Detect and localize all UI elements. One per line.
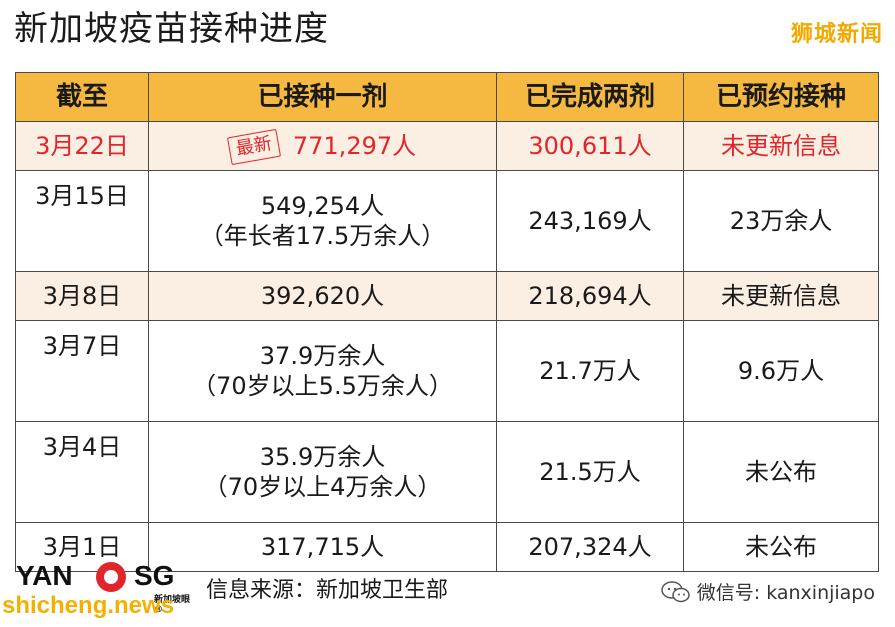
cell-two-doses: 21.7万人 xyxy=(496,320,684,422)
cell-booked: 未公布 xyxy=(683,421,879,523)
cell-first-dose-value: 317,715人 xyxy=(260,533,385,561)
latest-stamp: 最新 xyxy=(226,128,281,166)
cell-two-doses: 300,611人 xyxy=(496,121,684,171)
cell-first-dose-value: 549,254人 xyxy=(260,192,385,220)
eye-icon xyxy=(96,562,126,592)
header-two-doses: 已完成两剂 xyxy=(496,72,684,122)
cell-first-dose: 392,620人 xyxy=(148,271,497,321)
watermark: shicheng.news xyxy=(2,592,175,619)
cell-booked: 23万余人 xyxy=(683,170,879,272)
cell-first-dose-note: （年长者17.5万余人） xyxy=(199,222,446,250)
cell-two-doses: 21.5万人 xyxy=(496,421,684,523)
cell-date: 3月22日 xyxy=(15,121,149,171)
table-row: 3月7日 37.9万余人 （70岁以上5.5万余人） 21.7万人 9.6万人 xyxy=(15,320,879,422)
cell-date: 3月8日 xyxy=(15,271,149,321)
cell-first-dose-note: （70岁以上4万余人） xyxy=(203,473,442,501)
table-header-row: 截至 已接种一剂 已完成两剂 已预约接种 xyxy=(15,72,879,122)
wechat-icon xyxy=(661,580,690,602)
table-row: 3月22日 最新 771,297人 300,611人 未更新信息 xyxy=(15,121,879,171)
cell-first-dose-value: 771,297人 xyxy=(292,132,417,160)
logo-text-sg: SG xyxy=(134,560,175,591)
table-row: 3月4日 35.9万余人 （70岁以上4万余人） 21.5万人 未公布 xyxy=(15,421,879,523)
table-row: 3月8日 392,620人 218,694人 未更新信息 xyxy=(15,271,879,321)
cell-booked: 未公布 xyxy=(683,522,879,572)
logo-subtitle: 新加坡眼® xyxy=(154,595,191,615)
cell-first-dose: 549,254人 （年长者17.5万余人） xyxy=(148,170,497,272)
logo-text-yan: YAN xyxy=(16,560,73,591)
cell-booked: 未更新信息 xyxy=(683,271,879,321)
cell-first-dose-note: （70岁以上5.5万余人） xyxy=(192,372,453,400)
header-booked: 已预约接种 xyxy=(683,72,879,122)
header-date: 截至 xyxy=(15,72,149,122)
cell-first-dose-value: 392,620人 xyxy=(260,282,385,310)
cell-first-dose: 37.9万余人 （70岁以上5.5万余人） xyxy=(148,320,497,422)
cell-first-dose: 35.9万余人 （70岁以上4万余人） xyxy=(148,421,497,523)
cell-first-dose-value: 35.9万余人 xyxy=(259,443,386,471)
cell-first-dose: 317,715人 xyxy=(148,522,497,572)
cell-first-dose: 最新 771,297人 xyxy=(148,121,497,171)
cell-date: 3月7日 xyxy=(15,320,149,422)
table-row: 3月15日 549,254人 （年长者17.5万余人） 243,169人 23万… xyxy=(15,170,879,272)
header-first-dose: 已接种一剂 xyxy=(148,72,497,122)
cell-date: 3月15日 xyxy=(15,170,149,272)
cell-date: 3月4日 xyxy=(15,421,149,523)
cell-date: 3月1日 xyxy=(15,522,149,572)
cell-two-doses: 218,694人 xyxy=(496,271,684,321)
vaccination-table: 截至 已接种一剂 已完成两剂 已预约接种 3月22日 最新 771,297人 30… xyxy=(15,72,879,572)
brand-label: 狮城新闻 xyxy=(790,22,883,47)
wechat-id: 微信号: kanxinjiapo xyxy=(661,578,875,605)
cell-booked: 未更新信息 xyxy=(683,121,879,171)
table-row: 3月1日 317,715人 207,324人 未公布 xyxy=(15,522,879,572)
cell-first-dose-value: 37.9万余人 xyxy=(259,342,386,370)
cell-two-doses: 243,169人 xyxy=(496,170,684,272)
wechat-label: 微信号: kanxinjiapo xyxy=(696,582,875,604)
yansg-logo: YAN SG 新加坡眼® xyxy=(16,560,196,616)
cell-two-doses: 207,324人 xyxy=(496,522,684,572)
source-note: 信息来源：新加坡卫生部 xyxy=(206,578,449,603)
page-title: 新加坡疫苗接种进度 xyxy=(14,9,329,49)
cell-booked: 9.6万人 xyxy=(683,320,879,422)
